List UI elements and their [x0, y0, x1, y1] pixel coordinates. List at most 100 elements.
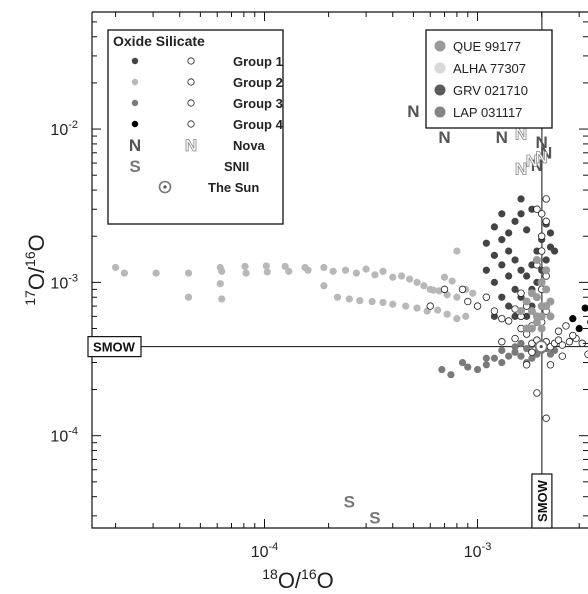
data-point-silicate — [569, 331, 577, 340]
data-point-group-1 — [511, 285, 519, 293]
data-point-group-2 — [371, 271, 379, 279]
data-point-group-3 — [490, 354, 499, 362]
axes: 10-410-310-210-410-310-218O/16O17O/16OSM… — [22, 12, 588, 593]
data-point-group-2 — [448, 277, 456, 285]
data-point-group-2 — [429, 286, 437, 294]
data-point-meteorite — [546, 312, 555, 321]
data-point-group-2 — [389, 273, 397, 281]
data-point-group-1 — [542, 256, 550, 264]
legends: Oxide Silicate Group 1 Group 2 Group 3 Group… — [107, 29, 553, 225]
sun-symbol-center — [539, 345, 543, 349]
data-point-meteorite — [532, 255, 541, 264]
nova-oxide-symbol: N — [531, 156, 543, 175]
data-point-silicate — [528, 348, 536, 356]
data-point-silicate — [464, 297, 472, 306]
data-point-silicate — [440, 285, 449, 294]
legend-nova-oxide: N — [129, 136, 141, 155]
legend-meteorite-label: ALHA 77307 — [453, 61, 526, 76]
x-tick-label: 10-4 — [251, 541, 279, 561]
data-point-group-2 — [453, 247, 461, 255]
smow-label-box-vertical — [531, 473, 553, 529]
data-point-silicate — [498, 338, 506, 346]
data-point-group-1 — [517, 266, 525, 274]
data-point-group-2 — [413, 304, 421, 312]
data-point-silicate — [458, 285, 467, 294]
legend-sun-symbol-center — [163, 185, 167, 189]
legend-meteorite-marker — [434, 40, 446, 52]
legend-meteorite-label: LAP 031117 — [453, 105, 522, 120]
data-point-group-1 — [505, 272, 513, 280]
smow-label-vertical: SMOW — [535, 479, 550, 522]
legend-entry-label: Nova — [233, 138, 266, 153]
smow-label-box-horizontal — [87, 336, 142, 358]
data-point-group-2 — [184, 293, 193, 301]
plot-area: NNNNNNNNNNNSS — [92, 12, 588, 528]
data-point-group-1 — [482, 239, 490, 247]
data-point-group-2 — [420, 282, 428, 290]
data-point-silicate — [498, 314, 506, 323]
data-point-group-3 — [473, 365, 482, 374]
data-point-group-3 — [517, 339, 525, 347]
data-point-silicate — [482, 293, 491, 301]
data-point-group-3 — [523, 344, 531, 353]
nova-silicate-symbol: N — [526, 151, 538, 170]
legend-silicate-marker — [187, 57, 195, 65]
nova-silicate-symbol: N — [515, 159, 527, 178]
data-point-group-2 — [216, 280, 224, 288]
data-point-group-3 — [464, 363, 472, 371]
nova-silicate-symbol: N — [515, 124, 527, 143]
data-point-silicate — [542, 414, 550, 422]
data-point-silicate — [554, 327, 563, 335]
data-point-silicate — [522, 361, 531, 369]
legend-oxide-marker — [131, 57, 139, 65]
data-point-group-2 — [263, 268, 271, 276]
legend-entry-label: Group 2 — [233, 75, 283, 90]
data-point-group-2 — [120, 269, 129, 277]
data-point-group-1 — [523, 312, 531, 320]
axis-frame — [91, 12, 588, 529]
data-point-silicate — [554, 336, 563, 344]
data-point-group-1 — [517, 195, 525, 203]
data-point-silicate — [490, 307, 499, 315]
data-point-meteorite — [537, 324, 546, 333]
smow-label-horizontal: SMOW — [93, 340, 136, 355]
data-point-group-2 — [462, 312, 470, 320]
legend-snii-symbol: S — [129, 157, 140, 176]
x-tick-label: 10-3 — [464, 541, 492, 561]
data-point-group-1 — [511, 256, 519, 264]
data-point-silicate — [565, 338, 574, 346]
y-tick-label: 10-4 — [50, 426, 78, 446]
data-point-group-1 — [546, 229, 555, 237]
data-point-group-2 — [345, 295, 353, 303]
data-point-group-3 — [505, 352, 513, 360]
data-point-group-3 — [498, 358, 506, 367]
data-point-group-3 — [517, 352, 525, 360]
data-point-meteorite — [537, 278, 546, 287]
data-point-group-2 — [469, 289, 477, 297]
legend-silicate-marker — [187, 120, 195, 128]
data-point-silicate — [542, 195, 550, 203]
data-point-group-2 — [389, 300, 397, 308]
legend-entry-label: Group 3 — [233, 96, 283, 111]
legend-meteorite-label: GRV 021710 — [453, 83, 528, 98]
data-point-group-2 — [304, 266, 312, 274]
data-point-group-2 — [184, 269, 193, 277]
data-point-silicate — [426, 302, 434, 310]
data-point-group-2 — [329, 267, 337, 275]
data-point-group-1 — [490, 312, 499, 320]
data-point-group-2 — [406, 275, 414, 283]
data-point-group-2 — [434, 306, 442, 314]
legend-entry-label: Group 1 — [233, 54, 283, 69]
data-point-group-2 — [152, 269, 160, 277]
data-point-silicate — [558, 341, 567, 349]
data-point-group-3 — [482, 361, 490, 369]
data-point-group-2 — [320, 263, 328, 272]
data-point-group-2 — [413, 278, 421, 286]
legend-right-box — [425, 29, 553, 129]
nova-silicate-symbol: N — [536, 148, 548, 167]
legend-entry-label: The Sun — [208, 180, 259, 195]
data-point-meteorite — [546, 297, 555, 306]
data-point-group-3 — [482, 354, 490, 362]
data-point-group-2 — [218, 267, 226, 275]
